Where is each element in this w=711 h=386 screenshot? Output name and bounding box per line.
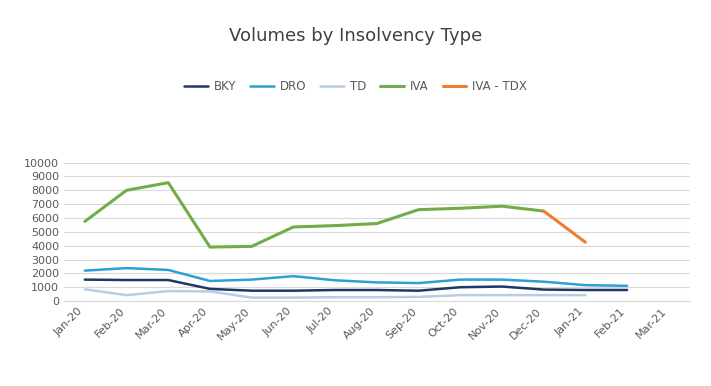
Legend: BKY, DRO, TD, IVA, IVA - TDX: BKY, DRO, TD, IVA, IVA - TDX [179,75,532,98]
Text: Volumes by Insolvency Type: Volumes by Insolvency Type [229,27,482,45]
